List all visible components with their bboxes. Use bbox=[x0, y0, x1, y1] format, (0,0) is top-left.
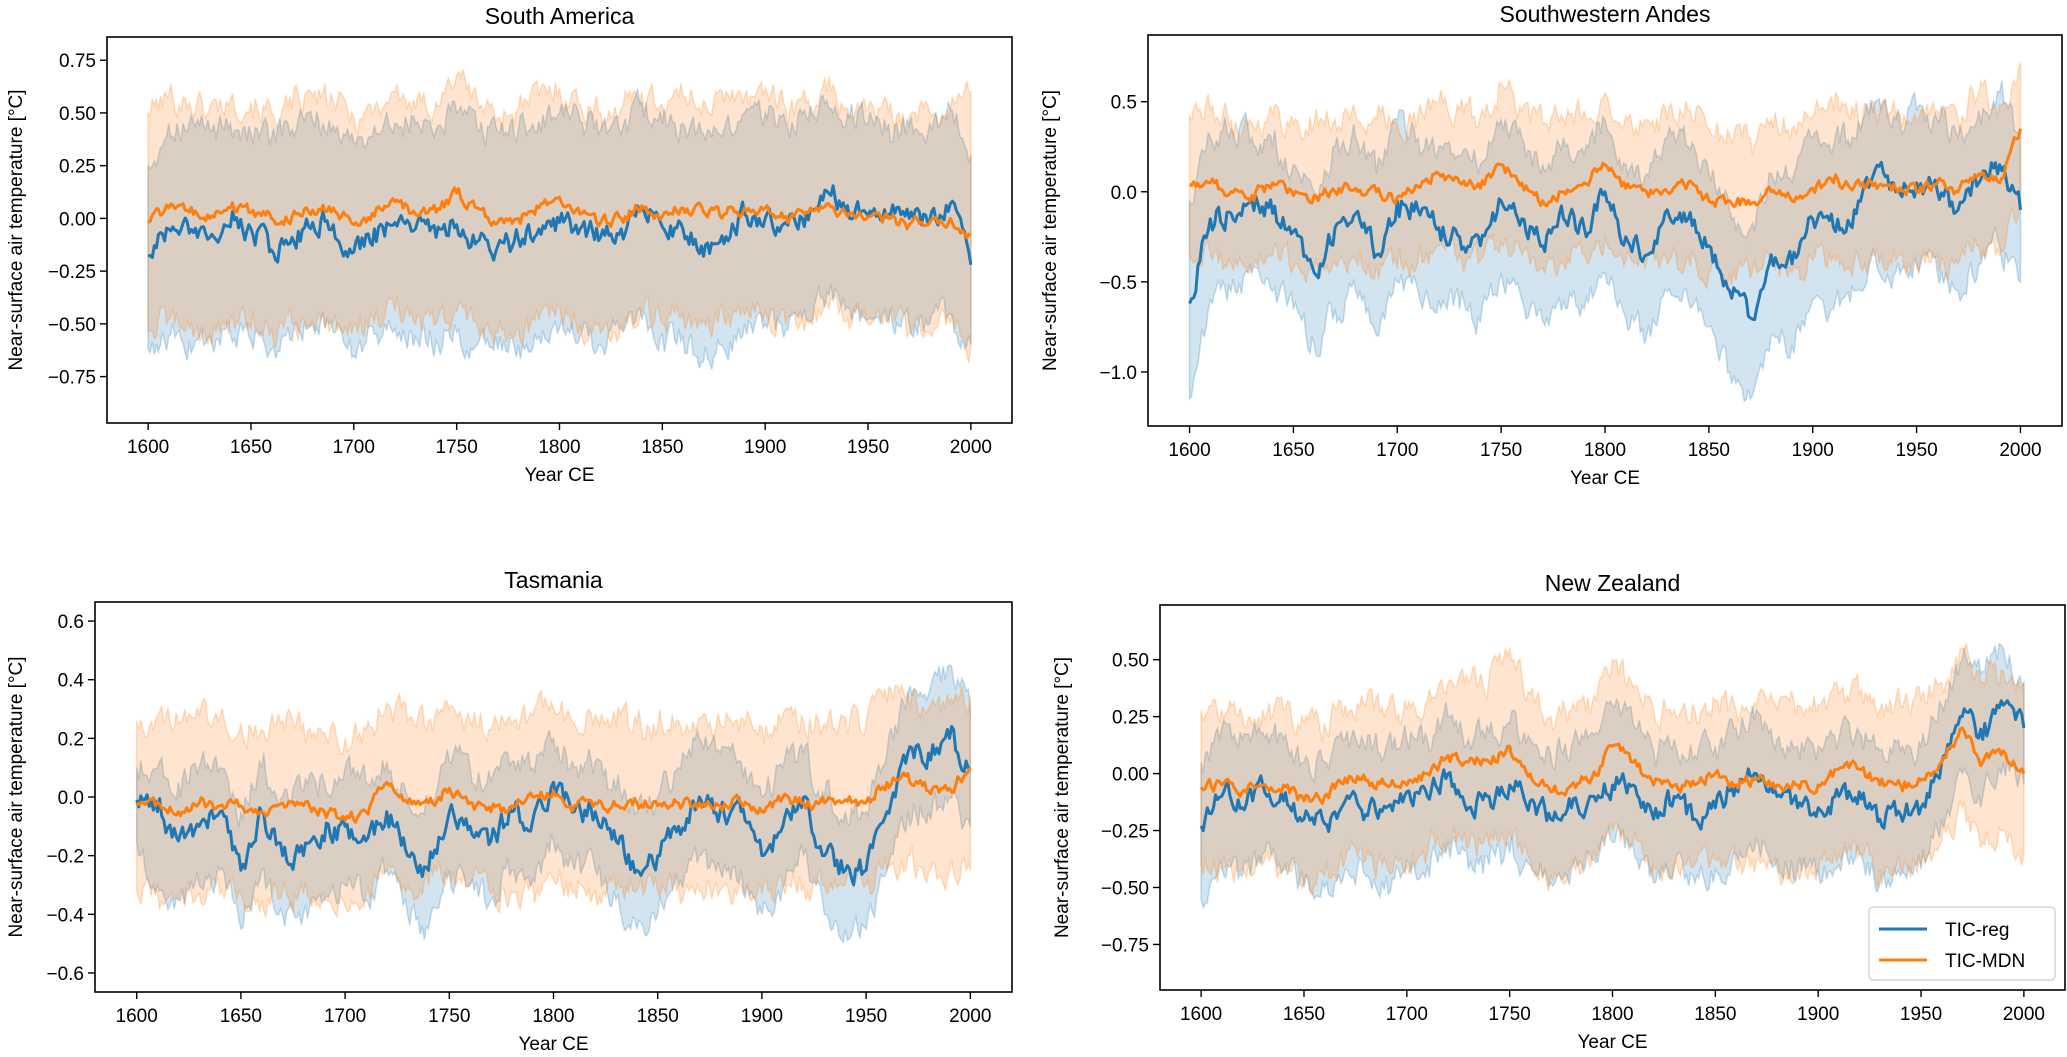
x-tick-label: 2000 bbox=[949, 1006, 991, 1027]
x-tick-label: 1850 bbox=[641, 437, 683, 458]
uncertainty-band-tic-reg bbox=[147, 88, 972, 370]
y-tick-label: −0.2 bbox=[46, 847, 84, 868]
legend-label: TIC-reg bbox=[1945, 920, 2009, 941]
y-tick-label: 0.5 bbox=[1111, 93, 1137, 114]
series-line-tic-mdn bbox=[1199, 726, 2026, 805]
series-line-tic-reg bbox=[135, 724, 971, 887]
series-line-tic-reg bbox=[1199, 699, 2026, 833]
y-tick-label: −0.75 bbox=[1101, 935, 1149, 956]
y-tick-label: 0.0 bbox=[1111, 183, 1137, 204]
x-tick-label: 1600 bbox=[127, 437, 169, 458]
x-tick-label: 1700 bbox=[1376, 440, 1418, 461]
x-tick-label: 1800 bbox=[1591, 1004, 1633, 1025]
y-axis-label: Near-surface air temperature [°C] bbox=[6, 656, 27, 937]
y-tick-label: 0.00 bbox=[59, 209, 96, 230]
x-tick-label: 2000 bbox=[950, 437, 992, 458]
y-tick-label: −0.25 bbox=[48, 262, 96, 283]
y-tick-label: 0.00 bbox=[1112, 765, 1149, 786]
panel-new-zealand: 1600 1650 1700 1750 1800 1850 1900 1950 2000 0.50… bbox=[1052, 570, 2066, 1053]
y-tick-label: 0.0 bbox=[58, 788, 84, 809]
x-tick-label: 1900 bbox=[1792, 440, 1834, 461]
y-tick-label: 0.50 bbox=[1112, 651, 1149, 672]
x-tick-label: 1700 bbox=[1386, 1004, 1428, 1025]
y-tick-label: −0.75 bbox=[48, 368, 96, 389]
y-tick-label: −0.4 bbox=[46, 905, 84, 926]
x-axis-label: Year CE bbox=[518, 1034, 588, 1055]
x-tick-label: 1950 bbox=[845, 1006, 887, 1027]
x-axis-label: Year CE bbox=[1570, 468, 1640, 489]
uncertainty-band-tic-mdn bbox=[1200, 642, 2025, 897]
panel-title: New Zealand bbox=[1545, 570, 1681, 596]
y-tick-label: −0.5 bbox=[1099, 273, 1137, 294]
y-tick-label: 0.2 bbox=[58, 729, 84, 750]
plot-area bbox=[1188, 61, 2022, 403]
uncertainty-band-tic-mdn bbox=[135, 682, 972, 920]
y-tick-label: 0.4 bbox=[58, 671, 85, 692]
x-tick-label: 1650 bbox=[1283, 1004, 1325, 1025]
series-line-tic-mdn bbox=[135, 766, 972, 824]
x-tick-label: 2000 bbox=[1999, 440, 2041, 461]
panel-south-america: 1600 1650 1700 1750 1800 1850 1900 1950 2000 0.75… bbox=[6, 3, 1013, 486]
x-tick-label: 1850 bbox=[637, 1006, 679, 1027]
x-tick-label: 1950 bbox=[1895, 440, 1937, 461]
y-axis-label: Near-surface air temperature [°C] bbox=[1052, 657, 1073, 938]
panel-southwestern-andes: 1600 1650 1700 1750 1800 1850 1900 1950 2000 0.5 0… bbox=[1040, 1, 2063, 489]
x-tick-label: 1750 bbox=[1489, 1004, 1531, 1025]
y-tick-label: 0.25 bbox=[59, 157, 96, 178]
x-tick-label: 1650 bbox=[220, 1006, 262, 1027]
x-tick-label: 1750 bbox=[428, 1006, 470, 1027]
uncertainty-band-tic-reg bbox=[1188, 80, 2022, 403]
y-axis-label: Near-surface air temperature [°C] bbox=[1040, 90, 1061, 371]
y-tick-label: −0.6 bbox=[46, 964, 84, 985]
x-tick-label: 1600 bbox=[116, 1006, 158, 1027]
panel-tasmania: 1600 1650 1700 1750 1800 1850 1900 1950 2000 0.6 0… bbox=[6, 567, 1013, 1055]
legend-box bbox=[1868, 906, 2056, 981]
x-tick-label: 1650 bbox=[230, 437, 272, 458]
y-tick-label: 0.75 bbox=[59, 51, 96, 72]
panel-title: Southwestern Andes bbox=[1500, 1, 1711, 27]
x-tick-label: 1700 bbox=[324, 1006, 366, 1027]
x-tick-label: 1650 bbox=[1272, 440, 1314, 461]
x-tick-label: 1900 bbox=[741, 1006, 783, 1027]
x-tick-label: 2000 bbox=[2003, 1004, 2045, 1025]
x-tick-label: 1750 bbox=[436, 437, 478, 458]
legend: TIC-reg TIC-MDN bbox=[1868, 906, 2056, 981]
plot-area bbox=[1199, 642, 2026, 910]
x-tick-label: 1700 bbox=[333, 437, 375, 458]
x-tick-label: 1600 bbox=[1180, 1004, 1222, 1025]
x-tick-label: 1750 bbox=[1480, 440, 1522, 461]
legend-label: TIC-MDN bbox=[1945, 951, 2025, 972]
x-tick-label: 1850 bbox=[1694, 1004, 1736, 1025]
y-tick-label: 0.50 bbox=[59, 104, 96, 125]
series-line-tic-mdn bbox=[1189, 128, 2022, 209]
plot-area bbox=[147, 69, 973, 370]
y-axis-label: Near-surface air temperature [°C] bbox=[6, 89, 27, 370]
x-tick-label: 1900 bbox=[1797, 1004, 1839, 1025]
y-tick-label: −1.0 bbox=[1099, 363, 1137, 384]
uncertainty-band-tic-reg bbox=[135, 664, 972, 944]
uncertainty-band-tic-reg bbox=[1200, 642, 2025, 910]
x-tick-label: 1950 bbox=[1900, 1004, 1942, 1025]
x-axis-label: Year CE bbox=[524, 465, 594, 486]
y-tick-label: 0.25 bbox=[1112, 708, 1149, 729]
x-tick-label: 1800 bbox=[532, 1006, 574, 1027]
y-tick-label: −0.50 bbox=[1101, 878, 1149, 899]
x-tick-label: 1800 bbox=[1584, 440, 1626, 461]
x-axis-label: Year CE bbox=[1577, 1032, 1647, 1053]
y-tick-label: −0.25 bbox=[1101, 822, 1149, 843]
x-tick-label: 1850 bbox=[1688, 440, 1730, 461]
y-tick-label: 0.6 bbox=[58, 612, 84, 633]
x-tick-label: 1900 bbox=[744, 437, 786, 458]
series-line-tic-reg bbox=[1188, 160, 2022, 322]
x-tick-label: 1600 bbox=[1168, 440, 1210, 461]
x-tick-label: 1800 bbox=[538, 437, 580, 458]
plot-area bbox=[135, 664, 972, 944]
series-line-tic-mdn bbox=[147, 186, 972, 240]
panel-title: Tasmania bbox=[504, 567, 603, 593]
x-tick-label: 1950 bbox=[847, 437, 889, 458]
panel-title: South America bbox=[485, 3, 635, 29]
series-line-tic-reg bbox=[147, 184, 973, 266]
y-tick-label: −0.50 bbox=[48, 315, 96, 336]
